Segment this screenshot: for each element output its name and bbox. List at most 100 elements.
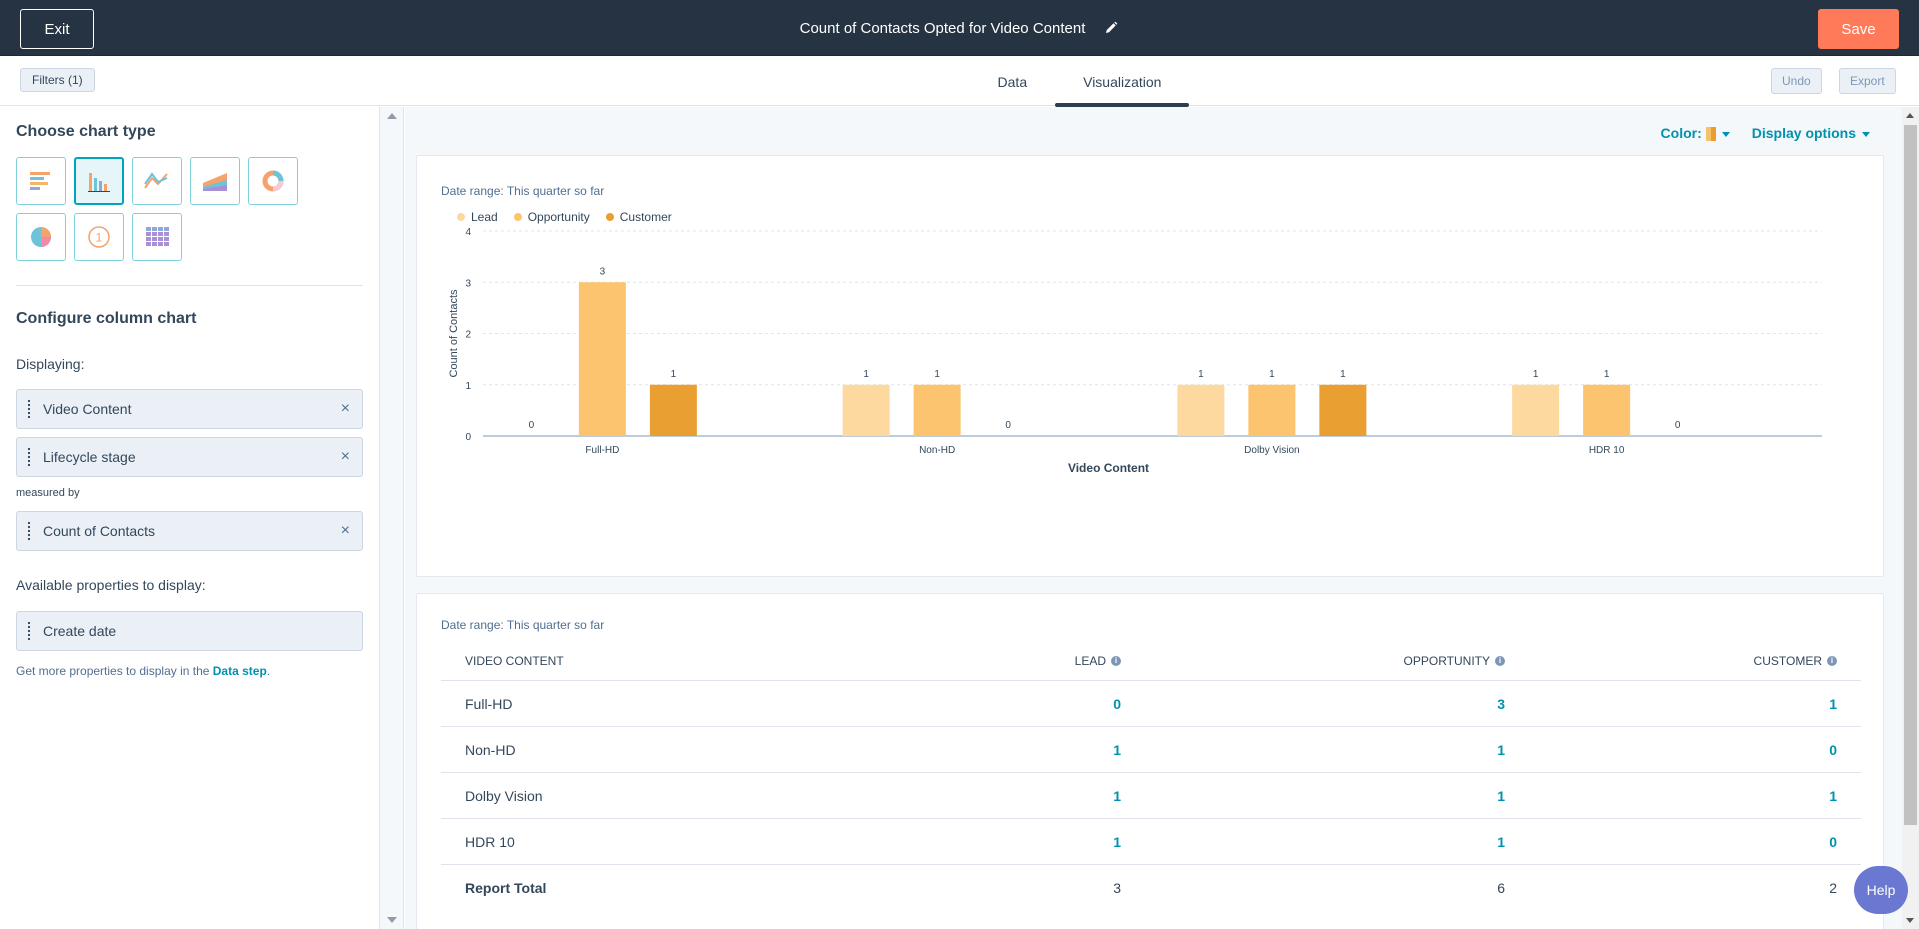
info-icon[interactable]: i	[1495, 655, 1505, 666]
tab-visualization[interactable]: Visualization	[1055, 57, 1190, 107]
cell-value[interactable]: 1	[1113, 833, 1121, 850]
bar	[578, 282, 626, 436]
donut-chart-button[interactable]	[248, 157, 298, 205]
property-label: Lifecycle stage	[43, 449, 136, 465]
display-property-lifecycle-stage[interactable]: Lifecycle stage ×	[16, 437, 363, 477]
filters-button[interactable]: Filters (1)	[20, 68, 95, 92]
remove-icon[interactable]: ×	[340, 400, 350, 417]
bar	[1319, 384, 1367, 436]
y-axis-label: Count of Contacts	[448, 289, 460, 378]
cell-value[interactable]: 0	[1829, 833, 1837, 850]
display-property-video-content[interactable]: Video Content ×	[16, 389, 363, 429]
row-label: Full-HD	[465, 695, 513, 712]
table-row: Full-HD 0 3 1	[441, 681, 1861, 727]
header-video-content[interactable]: VIDEO CONTENT	[465, 653, 564, 668]
choose-chart-heading: Choose chart type	[16, 123, 156, 140]
cell-value[interactable]: 3	[1497, 695, 1505, 712]
scrollbar-thumb[interactable]	[1904, 125, 1917, 825]
sub-toolbar: Filters (1) Data Visualization Undo Expo…	[0, 57, 1919, 107]
pie-chart-button[interactable]	[16, 213, 66, 261]
undo-button[interactable]: Undo	[1771, 68, 1822, 94]
table-row: Non-HD 1 1 0	[441, 727, 1861, 773]
report-title: Count of Contacts Opted for Video Conten…	[799, 19, 1086, 37]
cell-value[interactable]: 1	[1829, 787, 1837, 804]
export-button[interactable]: Export	[1839, 68, 1896, 94]
column-chart-button[interactable]	[74, 157, 124, 205]
left-panel-scrollbar[interactable]	[380, 107, 404, 929]
cell-value[interactable]: 1	[1497, 787, 1505, 804]
header-lead[interactable]: LEAD i	[1075, 641, 1121, 680]
cell-value[interactable]: 1	[1497, 833, 1505, 850]
area-chart-button[interactable]	[190, 157, 240, 205]
cell-value[interactable]: 0	[1113, 695, 1121, 712]
legend-dot	[605, 213, 614, 221]
data-step-link[interactable]: Data step	[212, 664, 267, 678]
line-chart-button[interactable]	[132, 157, 182, 205]
drag-handle-icon[interactable]	[27, 521, 31, 541]
total-value: 6	[1497, 880, 1505, 896]
chart-legend: Lead Opportunity Customer	[457, 210, 672, 224]
bar	[1512, 384, 1560, 436]
drag-handle-icon[interactable]	[27, 621, 31, 641]
header-opportunity[interactable]: OPPORTUNITY i	[1404, 641, 1505, 680]
save-button[interactable]: Save	[1818, 9, 1899, 49]
cell-value[interactable]: 1	[1113, 741, 1121, 758]
header-customer[interactable]: CUSTOMER i	[1754, 641, 1837, 680]
x-tick-label: Dolby Vision	[1244, 445, 1299, 456]
help-button[interactable]: Help	[1854, 866, 1908, 914]
bar	[913, 384, 961, 436]
display-options-label: Display options	[1751, 125, 1856, 142]
color-picker[interactable]: Color:	[1661, 125, 1730, 142]
remove-icon[interactable]: ×	[340, 448, 350, 465]
y-tick-label: 3	[465, 278, 471, 289]
info-icon[interactable]: i	[1111, 655, 1121, 666]
configure-heading: Configure column chart	[16, 310, 197, 327]
cell-value[interactable]: 0	[1829, 741, 1837, 758]
available-property-create-date[interactable]: Create date	[16, 611, 363, 651]
exit-button[interactable]: Exit	[20, 9, 94, 49]
x-tick-label: Non-HD	[919, 445, 955, 456]
total-value: 3	[1113, 880, 1121, 896]
available-properties-label: Available properties to display:	[16, 577, 206, 593]
bar-data-label: 1	[1604, 369, 1610, 380]
property-label: Count of Contacts	[43, 523, 156, 539]
bar-data-label: 0	[529, 420, 535, 431]
bar-data-label: 1	[1533, 369, 1539, 380]
cell-value[interactable]: 1	[1113, 787, 1121, 804]
area-chart-icon	[203, 173, 227, 191]
row-label: HDR 10	[465, 833, 515, 850]
measure-property-count[interactable]: Count of Contacts ×	[16, 511, 363, 551]
main-scrollbar[interactable]	[1902, 107, 1919, 929]
pivot-table-button[interactable]	[132, 213, 182, 261]
chart-config-panel: Choose chart type 1 Configure column cha…	[0, 107, 380, 929]
drag-handle-icon[interactable]	[27, 447, 31, 467]
bar-data-label: 1	[1198, 369, 1204, 380]
horizontal-bar-chart-button[interactable]	[16, 157, 66, 205]
cell-value[interactable]: 1	[1497, 741, 1505, 758]
y-tick-label: 4	[465, 227, 471, 238]
pie-chart-icon	[31, 227, 51, 247]
table-row: HDR 10 1 1 0	[441, 819, 1861, 865]
pencil-icon[interactable]	[1103, 20, 1119, 36]
display-options-dropdown[interactable]: Display options	[1752, 125, 1870, 141]
legend-item-opportunity[interactable]: Opportunity	[513, 210, 590, 224]
drag-handle-icon[interactable]	[27, 399, 31, 419]
info-icon[interactable]: i	[1827, 655, 1837, 666]
panel-divider	[16, 285, 363, 286]
bar-data-label: 0	[1005, 420, 1011, 431]
tab-data[interactable]: Data	[997, 73, 1028, 90]
bar	[649, 384, 697, 436]
legend-item-customer[interactable]: Customer	[605, 210, 672, 224]
column-chart: 0 1 2 3 4 Count of Contacts 0 3 1 Full-HD 1 1 0 Non-H…	[448, 227, 1822, 475]
top-bar: Exit Count of Contacts Opted for Video C…	[0, 0, 1919, 56]
legend-dot	[457, 213, 465, 221]
color-swatch-icon	[1705, 127, 1716, 142]
legend-item-lead[interactable]: Lead	[457, 210, 498, 224]
table-date-range: Date range: This quarter so far	[441, 618, 605, 632]
line-chart-icon	[144, 172, 168, 189]
cell-value[interactable]: 1	[1829, 695, 1837, 712]
displaying-label: Displaying:	[16, 356, 85, 372]
bar-data-label: 3	[600, 266, 606, 277]
single-value-button[interactable]: 1	[74, 213, 124, 261]
remove-icon[interactable]: ×	[340, 522, 350, 539]
